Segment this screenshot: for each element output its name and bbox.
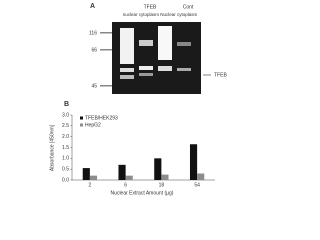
page: A TFEB Cont nuclear cytoplasm Nuclear cy… xyxy=(49,2,228,197)
bar xyxy=(125,175,133,180)
band-label: TFEB xyxy=(214,72,227,78)
band xyxy=(177,42,191,46)
marker-label: 116 xyxy=(89,30,97,36)
marker-label: 66 xyxy=(91,47,97,53)
blot xyxy=(100,22,211,94)
y-tick-label: 2.5 xyxy=(62,123,69,129)
ladder-band xyxy=(100,32,112,34)
band xyxy=(139,66,153,70)
x-tick-label: 6 xyxy=(124,182,127,188)
x-axis-label: Nuclear Extract Amount (µg) xyxy=(111,190,174,196)
bar xyxy=(118,164,126,180)
y-tick-label: 1.0 xyxy=(62,156,69,162)
legend-label: TFEB/HEK293 xyxy=(85,115,118,121)
group-label: TFEB xyxy=(144,4,157,10)
group-label: Cont xyxy=(183,4,194,10)
y-tick-label: 2.0 xyxy=(62,134,69,140)
legend-swatch xyxy=(80,116,83,120)
ladder-band xyxy=(100,85,112,87)
y-tick-label: 1.5 xyxy=(62,145,69,151)
bar xyxy=(82,168,90,180)
band xyxy=(139,73,153,76)
y-tick-label: 0.0 xyxy=(62,177,69,183)
panel-a-label: A xyxy=(90,3,95,10)
x-tick-label: 54 xyxy=(194,182,200,188)
panel-b-label: B xyxy=(64,101,69,108)
band xyxy=(158,66,172,71)
legend-swatch xyxy=(80,123,83,127)
band xyxy=(120,68,134,72)
marker-label: 45 xyxy=(91,83,97,89)
x-tick-label: 2 xyxy=(88,182,91,188)
bar xyxy=(189,144,198,180)
band xyxy=(120,75,134,79)
lane-labels: nuclear cytoplasm Nuclear cytoplasm xyxy=(123,12,198,17)
y-axis-label: Absorbance [450nm] xyxy=(49,124,55,171)
y-tick-label: 0.5 xyxy=(62,166,69,172)
band xyxy=(139,40,153,46)
band xyxy=(120,28,134,64)
legend-label: HepG2 xyxy=(85,122,101,128)
bar xyxy=(161,174,169,180)
bar xyxy=(89,175,98,180)
figure: A TFEB Cont nuclear cytoplasm Nuclear cy… xyxy=(49,3,227,196)
ladder-band xyxy=(100,49,112,51)
bar xyxy=(154,158,162,180)
band xyxy=(158,26,172,60)
bar xyxy=(197,173,205,180)
band xyxy=(177,68,191,71)
y-tick-label: 3.0 xyxy=(62,112,69,118)
x-tick-label: 18 xyxy=(159,182,165,188)
